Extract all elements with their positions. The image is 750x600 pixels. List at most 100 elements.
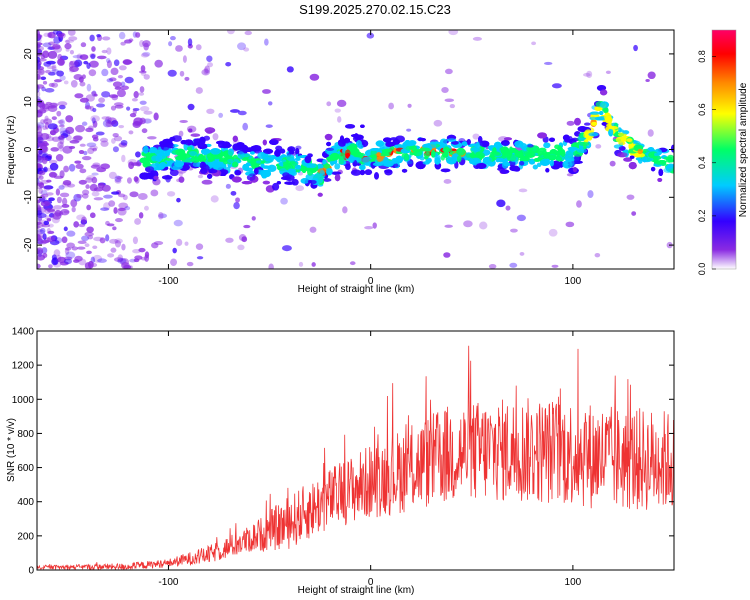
- spectrogram-ridge-blob: [322, 178, 332, 182]
- spectrogram-ridge-blob: [555, 156, 563, 162]
- spectrogram-noise-blob: [134, 218, 142, 225]
- spectrogram-noise-blob: [38, 68, 45, 75]
- spectrogram-noise-blob: [158, 213, 168, 219]
- spectrogram-ridge-blob: [269, 139, 279, 145]
- spectrogram-noise-blob: [100, 207, 110, 211]
- spectrogram-ridge-blob: [578, 141, 590, 147]
- spectrogram-ridge-blob: [322, 159, 327, 165]
- spectrogram-noise-blob: [76, 53, 83, 60]
- spectrogram-noise-blob: [265, 124, 273, 128]
- spectrogram-noise-blob: [135, 151, 141, 158]
- spectrogram-ridge-blob: [591, 121, 598, 126]
- spectrogram-noise-blob: [135, 32, 141, 38]
- spectrogram-noise-blob: [334, 108, 341, 113]
- snr-x-tick-label: 100: [565, 577, 582, 588]
- spectrogram-ridge-blob: [431, 149, 436, 158]
- spectrogram-noise-blob: [154, 59, 163, 68]
- spectrogram-noise-blob: [63, 165, 70, 173]
- spectrogram-ridge-blob: [325, 167, 333, 176]
- spectrogram-noise-blob: [51, 116, 57, 121]
- spectrogram-noise-blob: [40, 227, 46, 234]
- spectrogram-noise-blob: [80, 42, 87, 48]
- spectrogram-noise-blob: [61, 204, 70, 208]
- spectrogram-noise-blob: [44, 69, 52, 74]
- spectrogram-noise-blob: [336, 99, 347, 108]
- spectrogram-noise-blob: [92, 137, 99, 142]
- spectrogram-noise-blob: [118, 202, 129, 209]
- spectrogram-noise-blob: [203, 67, 209, 75]
- spectrogram-noise-blob: [117, 75, 124, 79]
- spectrogram-noise-blob: [298, 261, 304, 267]
- spectrogram-noise-blob: [110, 67, 119, 76]
- spectrogram-noise-blob: [103, 194, 113, 199]
- spectrogram-ridge-blob: [155, 161, 160, 167]
- spectrogram-noise-blob: [81, 216, 87, 224]
- spectrogram-noise-blob: [479, 221, 488, 230]
- snr-y-ticks: 0 200 400 600 800 1000 1200 1400: [12, 327, 674, 577]
- spectrogram-noise-blob: [128, 130, 134, 135]
- spectrogram-noise-blob: [78, 150, 85, 155]
- spectrogram-noise-blob: [311, 262, 316, 267]
- spectrogram-ridge-blob: [383, 137, 392, 143]
- spectrogram-ridge-blob: [641, 156, 648, 163]
- spectrogram-noise-blob: [626, 194, 635, 200]
- spectrogram-noise-blob: [37, 237, 43, 242]
- spectrogram-noise-blob: [54, 209, 62, 217]
- spectrogram-noise-blob: [472, 36, 482, 41]
- spectrogram-noise-blob: [93, 93, 98, 97]
- spectrogram-ridge-blob: [301, 167, 307, 174]
- spectrogram-noise-blob: [106, 60, 112, 69]
- spectrogram-ridge-blob: [503, 137, 512, 141]
- spectrogram-ridge-blob: [657, 177, 663, 182]
- spectrogram-noise-blob: [342, 206, 348, 214]
- spectrogram-noise-blob: [139, 106, 150, 112]
- spectrogram-ridge-blob: [314, 173, 322, 178]
- spectrogram-noise-blob: [116, 89, 126, 98]
- spectrogram-noise-blob: [631, 211, 637, 216]
- spectrogram-ridge-blob: [371, 154, 378, 160]
- spectrogram-x-tick-label: 0: [368, 276, 374, 287]
- spectrogram-ridge-blob: [188, 128, 193, 133]
- spectrogram-noise-blob: [206, 108, 215, 115]
- spectrogram-noise-blob: [57, 53, 63, 61]
- spectrogram-ridge-blob: [520, 143, 528, 150]
- spectrogram-noise-blob: [146, 136, 157, 140]
- colorbar: 0.0 0.2 0.4 0.6 0.8 Normalized spectral ampl…: [697, 29, 749, 275]
- spectrogram-noise-blob: [113, 257, 124, 262]
- spectrogram-ridge-blob: [227, 158, 234, 163]
- spectrogram-ridge-blob: [180, 153, 191, 159]
- spectrogram-ridge-blob: [608, 125, 619, 130]
- spectrogram-ridge-blob: [349, 143, 358, 151]
- spectrogram-noise-blob: [47, 236, 56, 243]
- spectrogram-noise-blob: [59, 192, 70, 198]
- spectrogram-noise-blob: [112, 81, 122, 88]
- spectrogram-noise-blob: [111, 94, 119, 101]
- spectrogram-noise-blob: [139, 117, 146, 125]
- spectrogram-ridge-blob: [466, 138, 471, 146]
- spectrogram-noise-blob: [59, 261, 69, 266]
- spectrogram-noise-blob: [237, 244, 245, 251]
- spectrogram-noise-blob: [86, 204, 92, 211]
- spectrogram-noise-blob: [88, 125, 94, 130]
- spectrogram-noise-blob: [124, 76, 134, 84]
- spectrogram-noise-blob: [50, 102, 59, 107]
- spectrogram-noise-blob: [83, 150, 88, 156]
- spectrogram-noise-blob: [576, 200, 582, 208]
- spectrogram-ridge-blob: [500, 169, 510, 174]
- spectrogram-noise-blob: [53, 36, 61, 44]
- spectrogram-noise-blob: [37, 136, 44, 141]
- spectrogram-noise-blob: [105, 121, 114, 128]
- spectrogram-ridge-blob: [538, 147, 547, 153]
- spectrogram-ridge-blob: [536, 162, 542, 168]
- spectrogram-noise-blob: [153, 112, 159, 121]
- spectrogram-ridge-blob: [200, 167, 208, 174]
- spectrogram-noise-blob: [645, 78, 650, 82]
- spectrogram-noise-blob: [46, 60, 56, 65]
- spectrogram-ridge-blob: [378, 152, 390, 157]
- spectrogram-noise-blob: [73, 61, 80, 68]
- spectrogram-ridge-blob: [626, 138, 633, 143]
- spectrogram-noise-blob: [58, 119, 65, 126]
- spectrogram-noise-blob: [150, 189, 159, 197]
- spectrogram-ridge-blob: [417, 137, 425, 142]
- spectrogram-noise-blob: [73, 135, 83, 141]
